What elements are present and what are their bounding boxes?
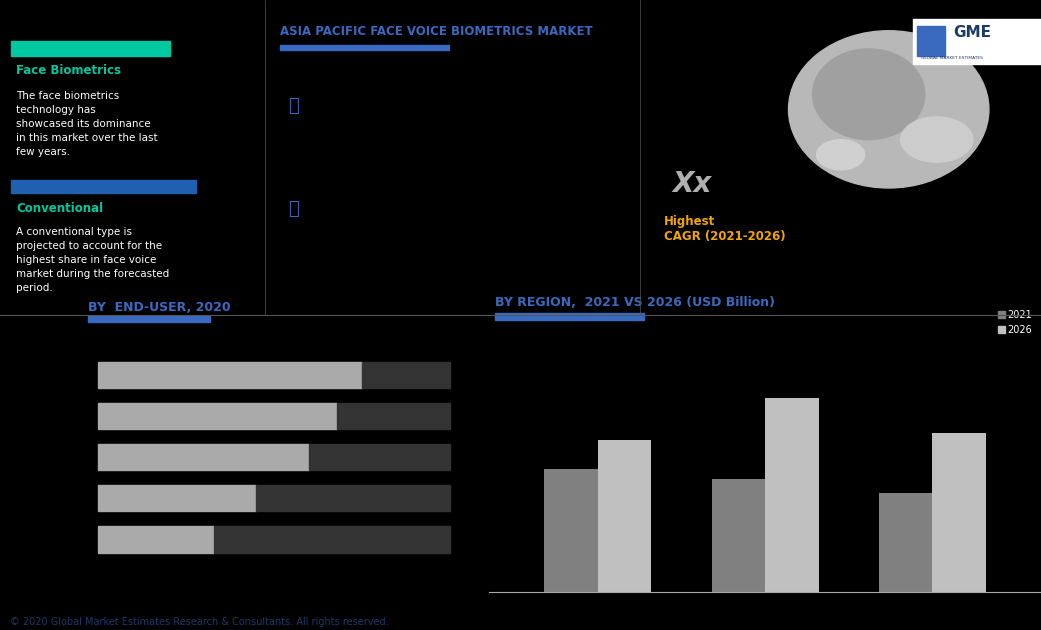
Text: © 2020 Global Market Estimates Research & Consultants. All rights reserved.: © 2020 Global Market Estimates Research … bbox=[10, 617, 389, 627]
Bar bbox=[88, 316, 210, 323]
Text: Conventional: Conventional bbox=[16, 202, 103, 215]
Bar bbox=[765, 398, 818, 592]
Bar bbox=[598, 440, 652, 592]
Bar bbox=[10, 180, 197, 193]
Bar bbox=[712, 479, 765, 592]
Text: BY  END-USER, 2020: BY END-USER, 2020 bbox=[88, 301, 231, 314]
Text: Xx: Xx bbox=[672, 170, 712, 198]
Bar bbox=[256, 485, 450, 512]
Ellipse shape bbox=[813, 49, 924, 140]
Bar bbox=[10, 42, 170, 57]
Text: GME: GME bbox=[953, 25, 991, 40]
Bar bbox=[309, 444, 450, 471]
Bar bbox=[879, 493, 933, 592]
Bar bbox=[913, 19, 1041, 64]
Bar bbox=[544, 469, 598, 592]
Text: BY REGION,  2021 VS 2026 (USD Billion): BY REGION, 2021 VS 2026 (USD Billion) bbox=[494, 296, 775, 309]
Text: Highest
CAGR (2021-2026): Highest CAGR (2021-2026) bbox=[664, 215, 786, 243]
Bar bbox=[280, 45, 449, 50]
Bar bbox=[214, 526, 450, 553]
Text: Face Biometrics: Face Biometrics bbox=[16, 64, 121, 77]
Bar bbox=[98, 362, 362, 389]
Text: GLOBAL MARKET ESTIMATES: GLOBAL MARKET ESTIMATES bbox=[920, 57, 983, 60]
Text: The face biometrics
technology has
showcased its dominance
in this market over t: The face biometrics technology has showc… bbox=[16, 91, 157, 158]
Ellipse shape bbox=[816, 140, 865, 170]
Ellipse shape bbox=[900, 117, 973, 163]
Bar bbox=[98, 526, 214, 553]
Bar bbox=[362, 362, 450, 389]
Ellipse shape bbox=[788, 31, 989, 188]
Bar bbox=[98, 444, 309, 471]
Bar bbox=[917, 26, 945, 57]
Bar bbox=[933, 433, 986, 592]
Text: ⓘ: ⓘ bbox=[288, 97, 299, 115]
Legend: 2021, 2026: 2021, 2026 bbox=[994, 306, 1036, 339]
Text: ASIA PACIFIC FACE VOICE BIOMETRICS MARKET: ASIA PACIFIC FACE VOICE BIOMETRICS MARKE… bbox=[280, 25, 593, 38]
Bar bbox=[98, 403, 337, 430]
Text: A conventional type is
projected to account for the
highest share in face voice
: A conventional type is projected to acco… bbox=[16, 227, 170, 294]
Text: ⓘ: ⓘ bbox=[288, 200, 299, 218]
Bar bbox=[494, 313, 643, 319]
Bar bbox=[98, 485, 256, 512]
Bar bbox=[337, 403, 450, 430]
